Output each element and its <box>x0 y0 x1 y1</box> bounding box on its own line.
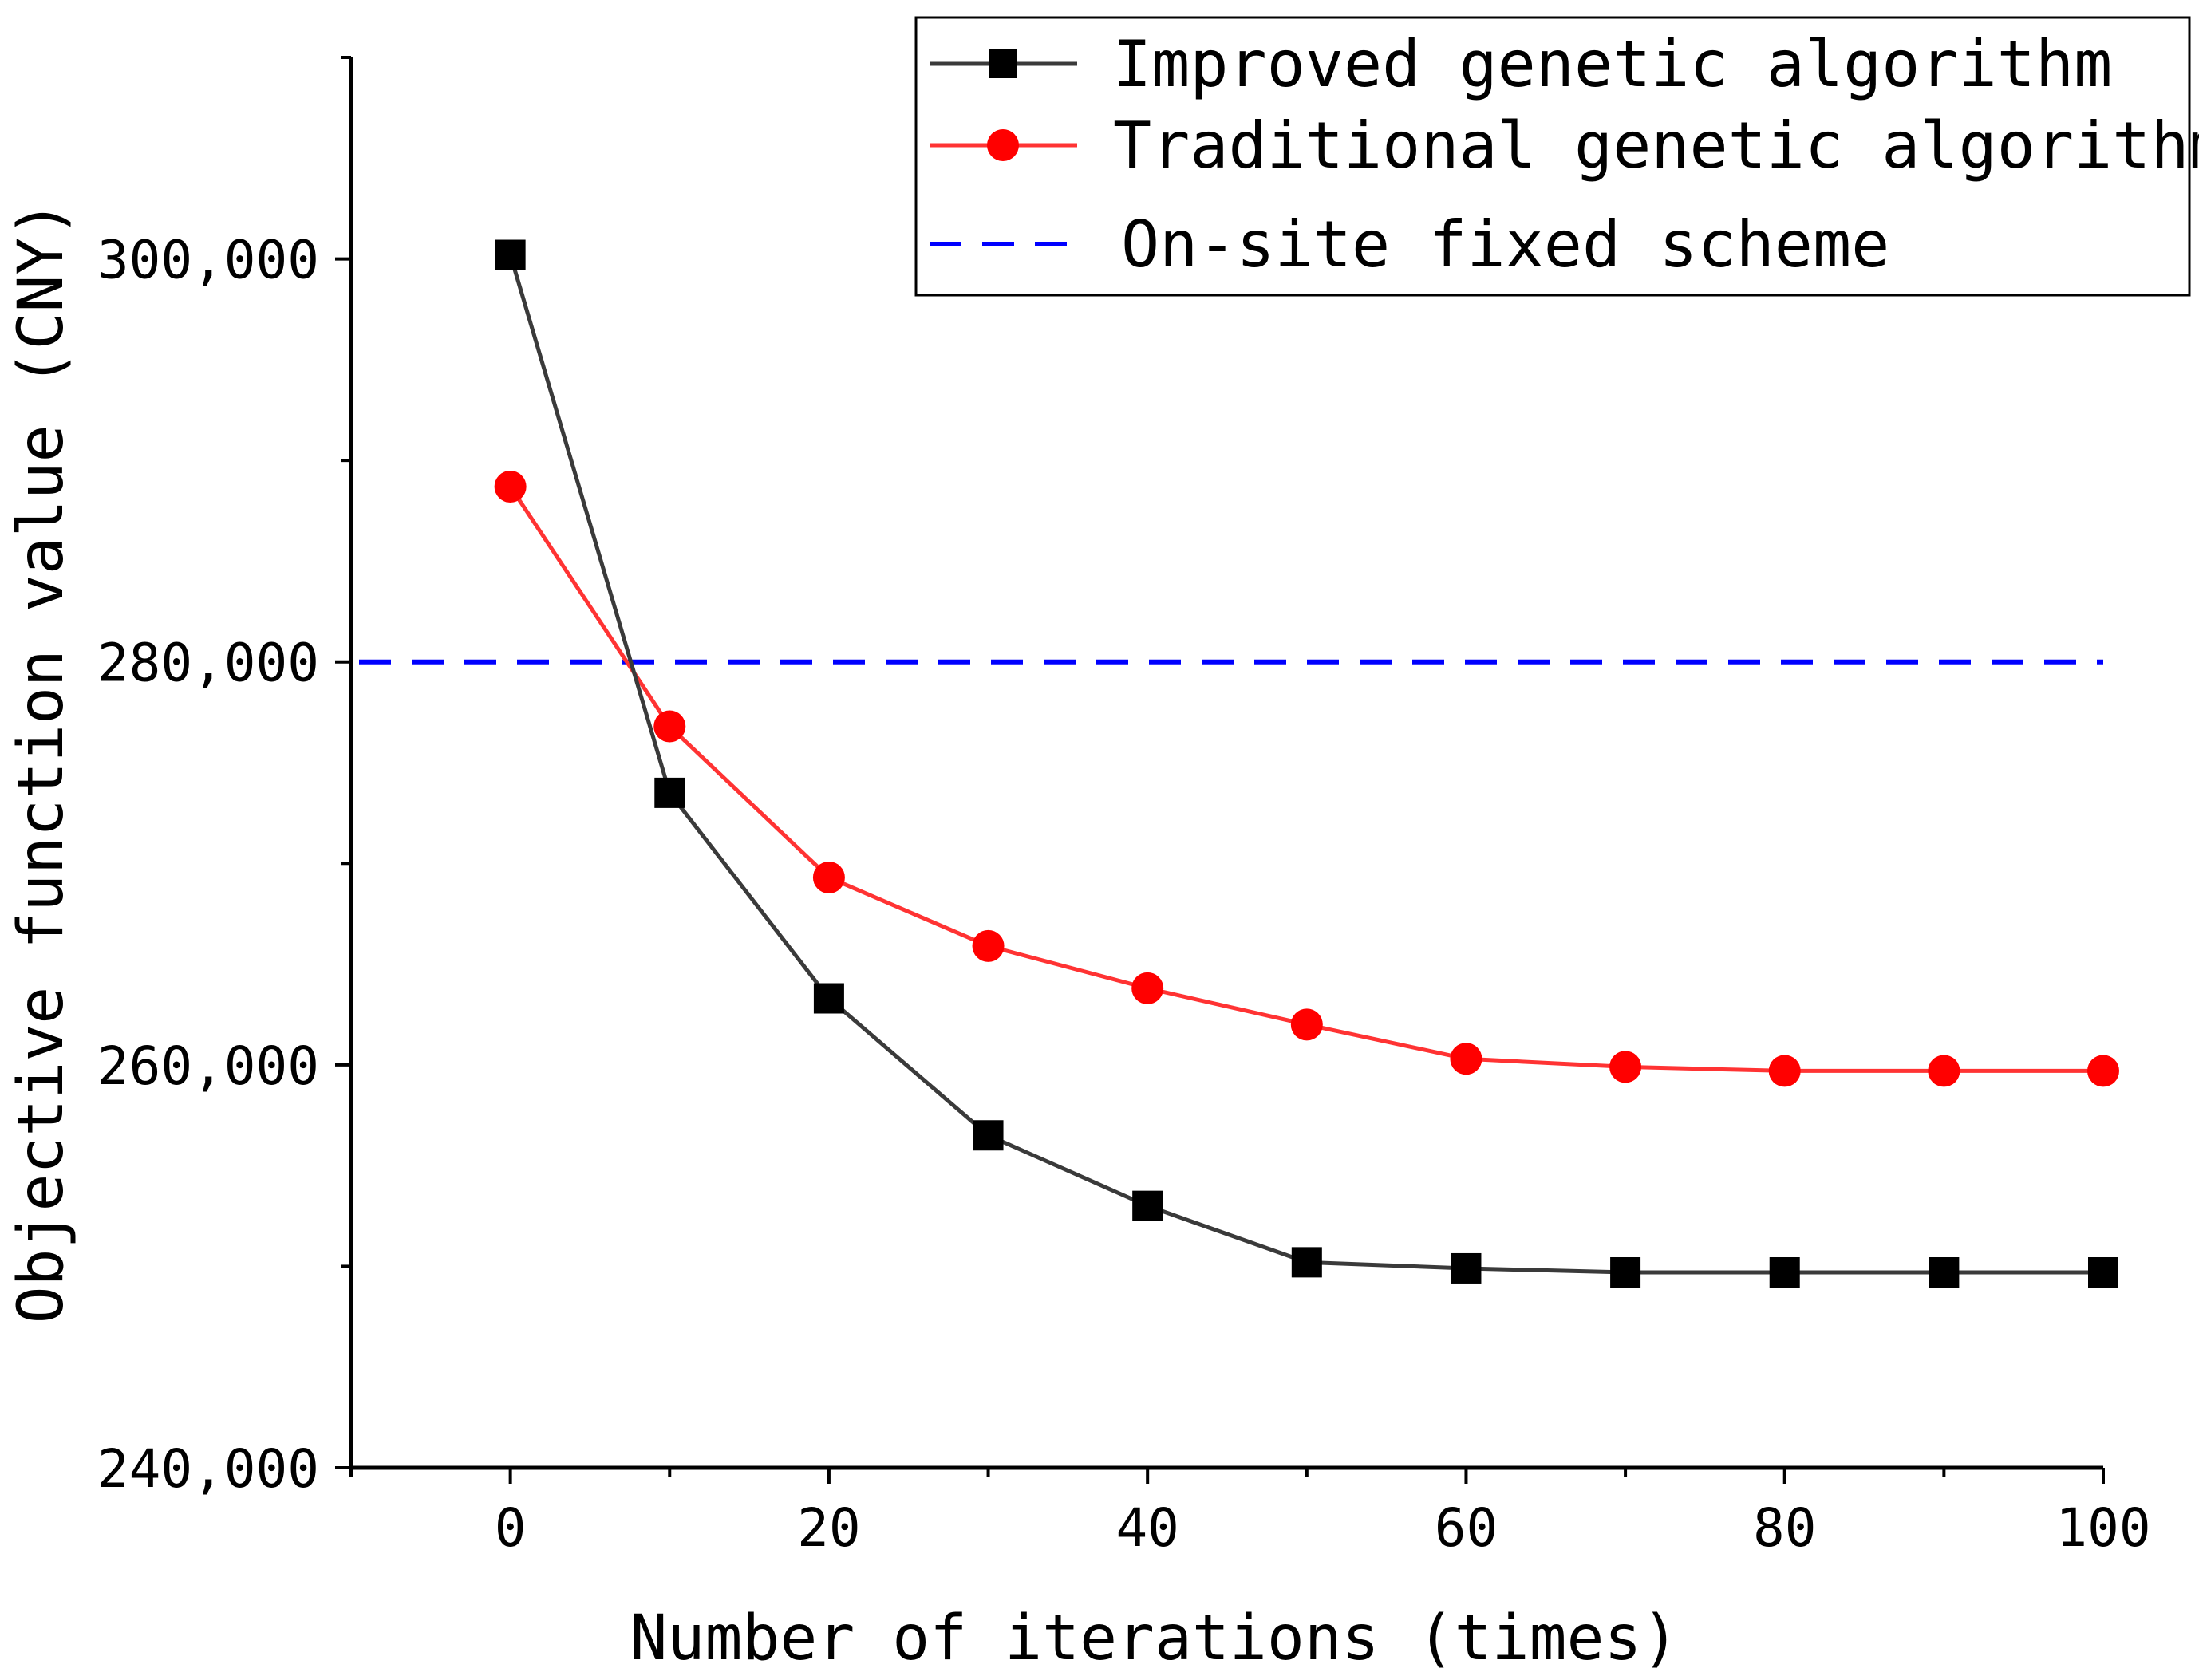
data-point-improved <box>1929 1257 1960 1288</box>
series-line-traditional <box>508 485 2103 1073</box>
x-tick-label: 20 <box>797 1497 860 1559</box>
axes <box>349 57 2103 1470</box>
data-point-traditional <box>1450 1043 1482 1075</box>
legend-marker-traditional <box>987 129 1019 161</box>
x-axis-title: Number of iterations (times) <box>630 1603 1680 1674</box>
data-point-traditional <box>494 470 527 503</box>
data-point-improved <box>654 777 685 808</box>
data-point-traditional <box>2087 1055 2119 1087</box>
x-tick-label: 40 <box>1115 1497 1178 1559</box>
series-traditional <box>494 470 2119 1087</box>
data-point-traditional <box>1928 1055 1960 1087</box>
y-tick-label: 300,000 <box>97 230 319 291</box>
data-point-improved <box>1610 1257 1641 1288</box>
data-point-improved <box>1291 1247 1322 1278</box>
legend-label-improved: Improved genetic algorithm <box>1113 27 2112 101</box>
series-layer <box>494 239 2119 1288</box>
data-point-improved <box>2088 1257 2118 1288</box>
data-point-traditional <box>1609 1051 1642 1083</box>
data-point-improved <box>1132 1190 1163 1221</box>
legend-marker-improved <box>989 49 1017 78</box>
data-point-improved <box>813 983 844 1014</box>
data-point-traditional <box>812 861 845 893</box>
data-point-improved <box>1451 1252 1482 1284</box>
legend-label-onsite: On-site fixed scheme <box>1121 207 1889 282</box>
y-tick-label: 240,000 <box>97 1438 319 1500</box>
x-tick-label: 60 <box>1435 1497 1498 1559</box>
y-axis-title: Objective function value (CNY) <box>6 200 77 1324</box>
y-tick-label: 280,000 <box>97 633 319 694</box>
data-point-traditional <box>972 929 1005 962</box>
legend-label-traditional: Traditional genetic algorithm <box>1113 108 2199 183</box>
data-point-improved <box>1769 1257 1800 1288</box>
data-point-traditional <box>1290 1008 1323 1041</box>
legend: Improved genetic algorithm Traditional g… <box>914 16 2199 297</box>
x-tick-label: 100 <box>2055 1497 2150 1559</box>
y-tick-label: 260,000 <box>97 1035 319 1097</box>
data-point-traditional <box>653 710 686 743</box>
legend-frame <box>914 16 2191 297</box>
data-point-traditional <box>1768 1055 1801 1087</box>
series-improved <box>495 239 2118 1288</box>
series-line-improved <box>508 254 2103 1275</box>
tick-marks: 0 20 40 60 80 100 240,000 260,000 280,000 300,000 <box>97 56 2151 1559</box>
x-tick-label: 0 <box>495 1497 527 1559</box>
data-point-improved <box>495 239 526 270</box>
data-point-improved <box>973 1120 1004 1151</box>
x-tick-label: 80 <box>1753 1497 1816 1559</box>
data-point-traditional <box>1131 972 1164 1004</box>
